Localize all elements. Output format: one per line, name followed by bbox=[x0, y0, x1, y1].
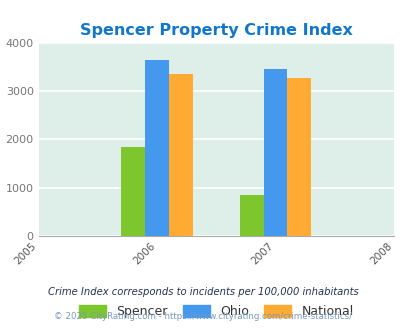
Bar bbox=[287, 78, 310, 236]
Text: © 2025 CityRating.com - https://www.cityrating.com/crime-statistics/: © 2025 CityRating.com - https://www.city… bbox=[54, 313, 351, 321]
Text: Crime Index corresponds to incidents per 100,000 inhabitants: Crime Index corresponds to incidents per… bbox=[47, 287, 358, 297]
Bar bbox=[145, 60, 168, 236]
Legend: Spencer, Ohio, National: Spencer, Ohio, National bbox=[74, 300, 358, 323]
Bar bbox=[121, 147, 145, 236]
Title: Spencer Property Crime Index: Spencer Property Crime Index bbox=[79, 22, 352, 38]
Bar bbox=[263, 69, 287, 236]
Bar bbox=[168, 74, 192, 236]
Bar bbox=[239, 195, 263, 236]
